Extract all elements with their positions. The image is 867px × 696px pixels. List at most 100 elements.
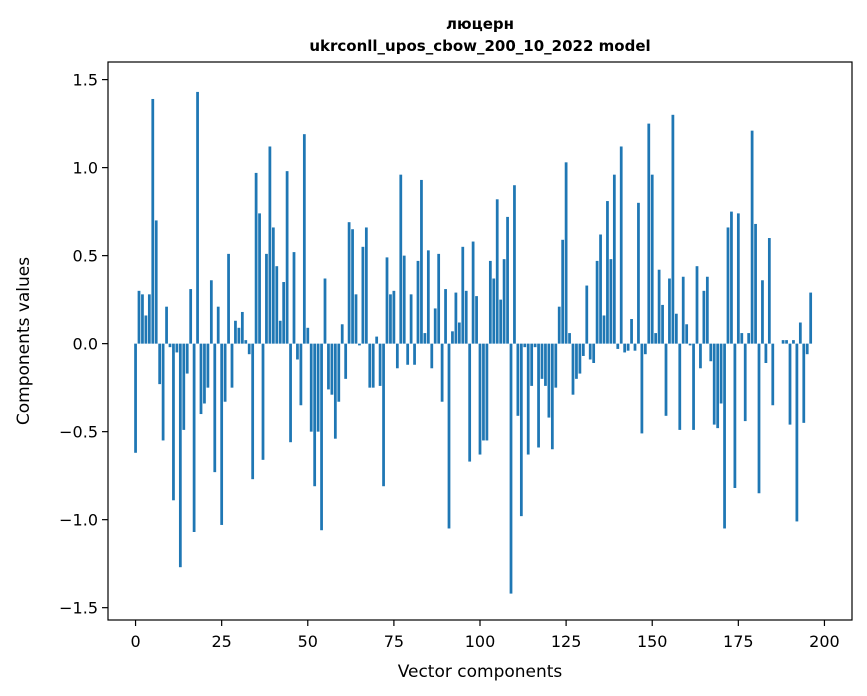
bar (571, 343, 575, 395)
bar (351, 229, 354, 344)
bar (764, 343, 768, 363)
bar (165, 306, 168, 344)
bar (185, 343, 189, 374)
bar (402, 255, 406, 344)
bar (240, 311, 244, 344)
bar (606, 201, 609, 344)
bar (678, 343, 682, 430)
bar (502, 259, 506, 344)
bar (757, 343, 761, 494)
bar (333, 343, 337, 439)
bar (392, 290, 396, 344)
bar (161, 343, 165, 441)
bar (506, 216, 509, 344)
bar (471, 241, 475, 344)
bar (602, 315, 606, 344)
y-tick-label: 0.5 (73, 247, 98, 266)
bar (234, 320, 237, 344)
bar (389, 294, 392, 344)
bar (451, 331, 454, 344)
bar (540, 343, 544, 379)
bar (626, 343, 630, 351)
bar (482, 343, 485, 441)
bar (464, 290, 468, 344)
bar (523, 343, 527, 348)
bars-group (134, 91, 813, 594)
bar (547, 343, 551, 418)
bar (278, 320, 282, 344)
bar (674, 313, 678, 344)
bar (723, 343, 726, 529)
bar (158, 343, 162, 385)
bar (581, 343, 585, 356)
bar (702, 290, 706, 344)
bar (499, 299, 503, 344)
bar (141, 294, 144, 344)
bar (537, 343, 540, 448)
bar (561, 239, 565, 344)
bar (223, 343, 227, 402)
bar (750, 130, 754, 344)
bar (592, 343, 596, 363)
bar (344, 343, 348, 379)
bar (289, 343, 292, 443)
bar (754, 223, 757, 344)
bar (368, 343, 372, 388)
bar (719, 343, 723, 404)
bar (203, 343, 206, 404)
bar (785, 340, 788, 344)
bar (347, 222, 351, 344)
bar (588, 343, 592, 360)
bar (578, 343, 582, 374)
bar (416, 260, 420, 344)
bar (623, 343, 627, 353)
plot-frame (107, 61, 853, 621)
x-tick-label: 200 (809, 632, 840, 651)
bar (736, 213, 740, 344)
bar (320, 343, 323, 531)
bar (206, 343, 210, 388)
bar (302, 134, 306, 344)
bar (371, 343, 375, 388)
bar (361, 246, 365, 344)
bar (364, 227, 368, 344)
y-tick-label: −1.5 (59, 599, 98, 618)
bar (795, 343, 799, 522)
bar (557, 306, 561, 344)
bar (767, 238, 771, 344)
bar (640, 343, 644, 434)
bar (175, 343, 179, 353)
bar (413, 343, 416, 365)
bar (168, 343, 172, 348)
bar (395, 343, 399, 369)
bar (254, 172, 258, 344)
bar (426, 250, 430, 344)
bar (406, 343, 410, 365)
bar (792, 340, 795, 344)
bar (313, 343, 317, 487)
bar (399, 174, 403, 344)
bar (323, 278, 327, 344)
bar (409, 294, 413, 344)
bar (237, 327, 241, 344)
bar (244, 340, 248, 344)
bar (688, 343, 692, 346)
bar (151, 98, 155, 344)
bar (216, 306, 220, 344)
bar (509, 343, 513, 594)
bar (802, 343, 806, 423)
bar (437, 253, 441, 344)
bar (544, 343, 547, 386)
bar (550, 343, 554, 450)
bar (440, 343, 444, 402)
bar (275, 266, 279, 344)
bar (516, 343, 520, 416)
x-axis-label: Vector components (398, 662, 563, 682)
bar (330, 343, 334, 395)
bar (526, 343, 530, 455)
bar (609, 259, 613, 344)
bar (137, 290, 141, 344)
bar (271, 227, 275, 344)
bar (247, 343, 251, 355)
bar (375, 336, 379, 344)
